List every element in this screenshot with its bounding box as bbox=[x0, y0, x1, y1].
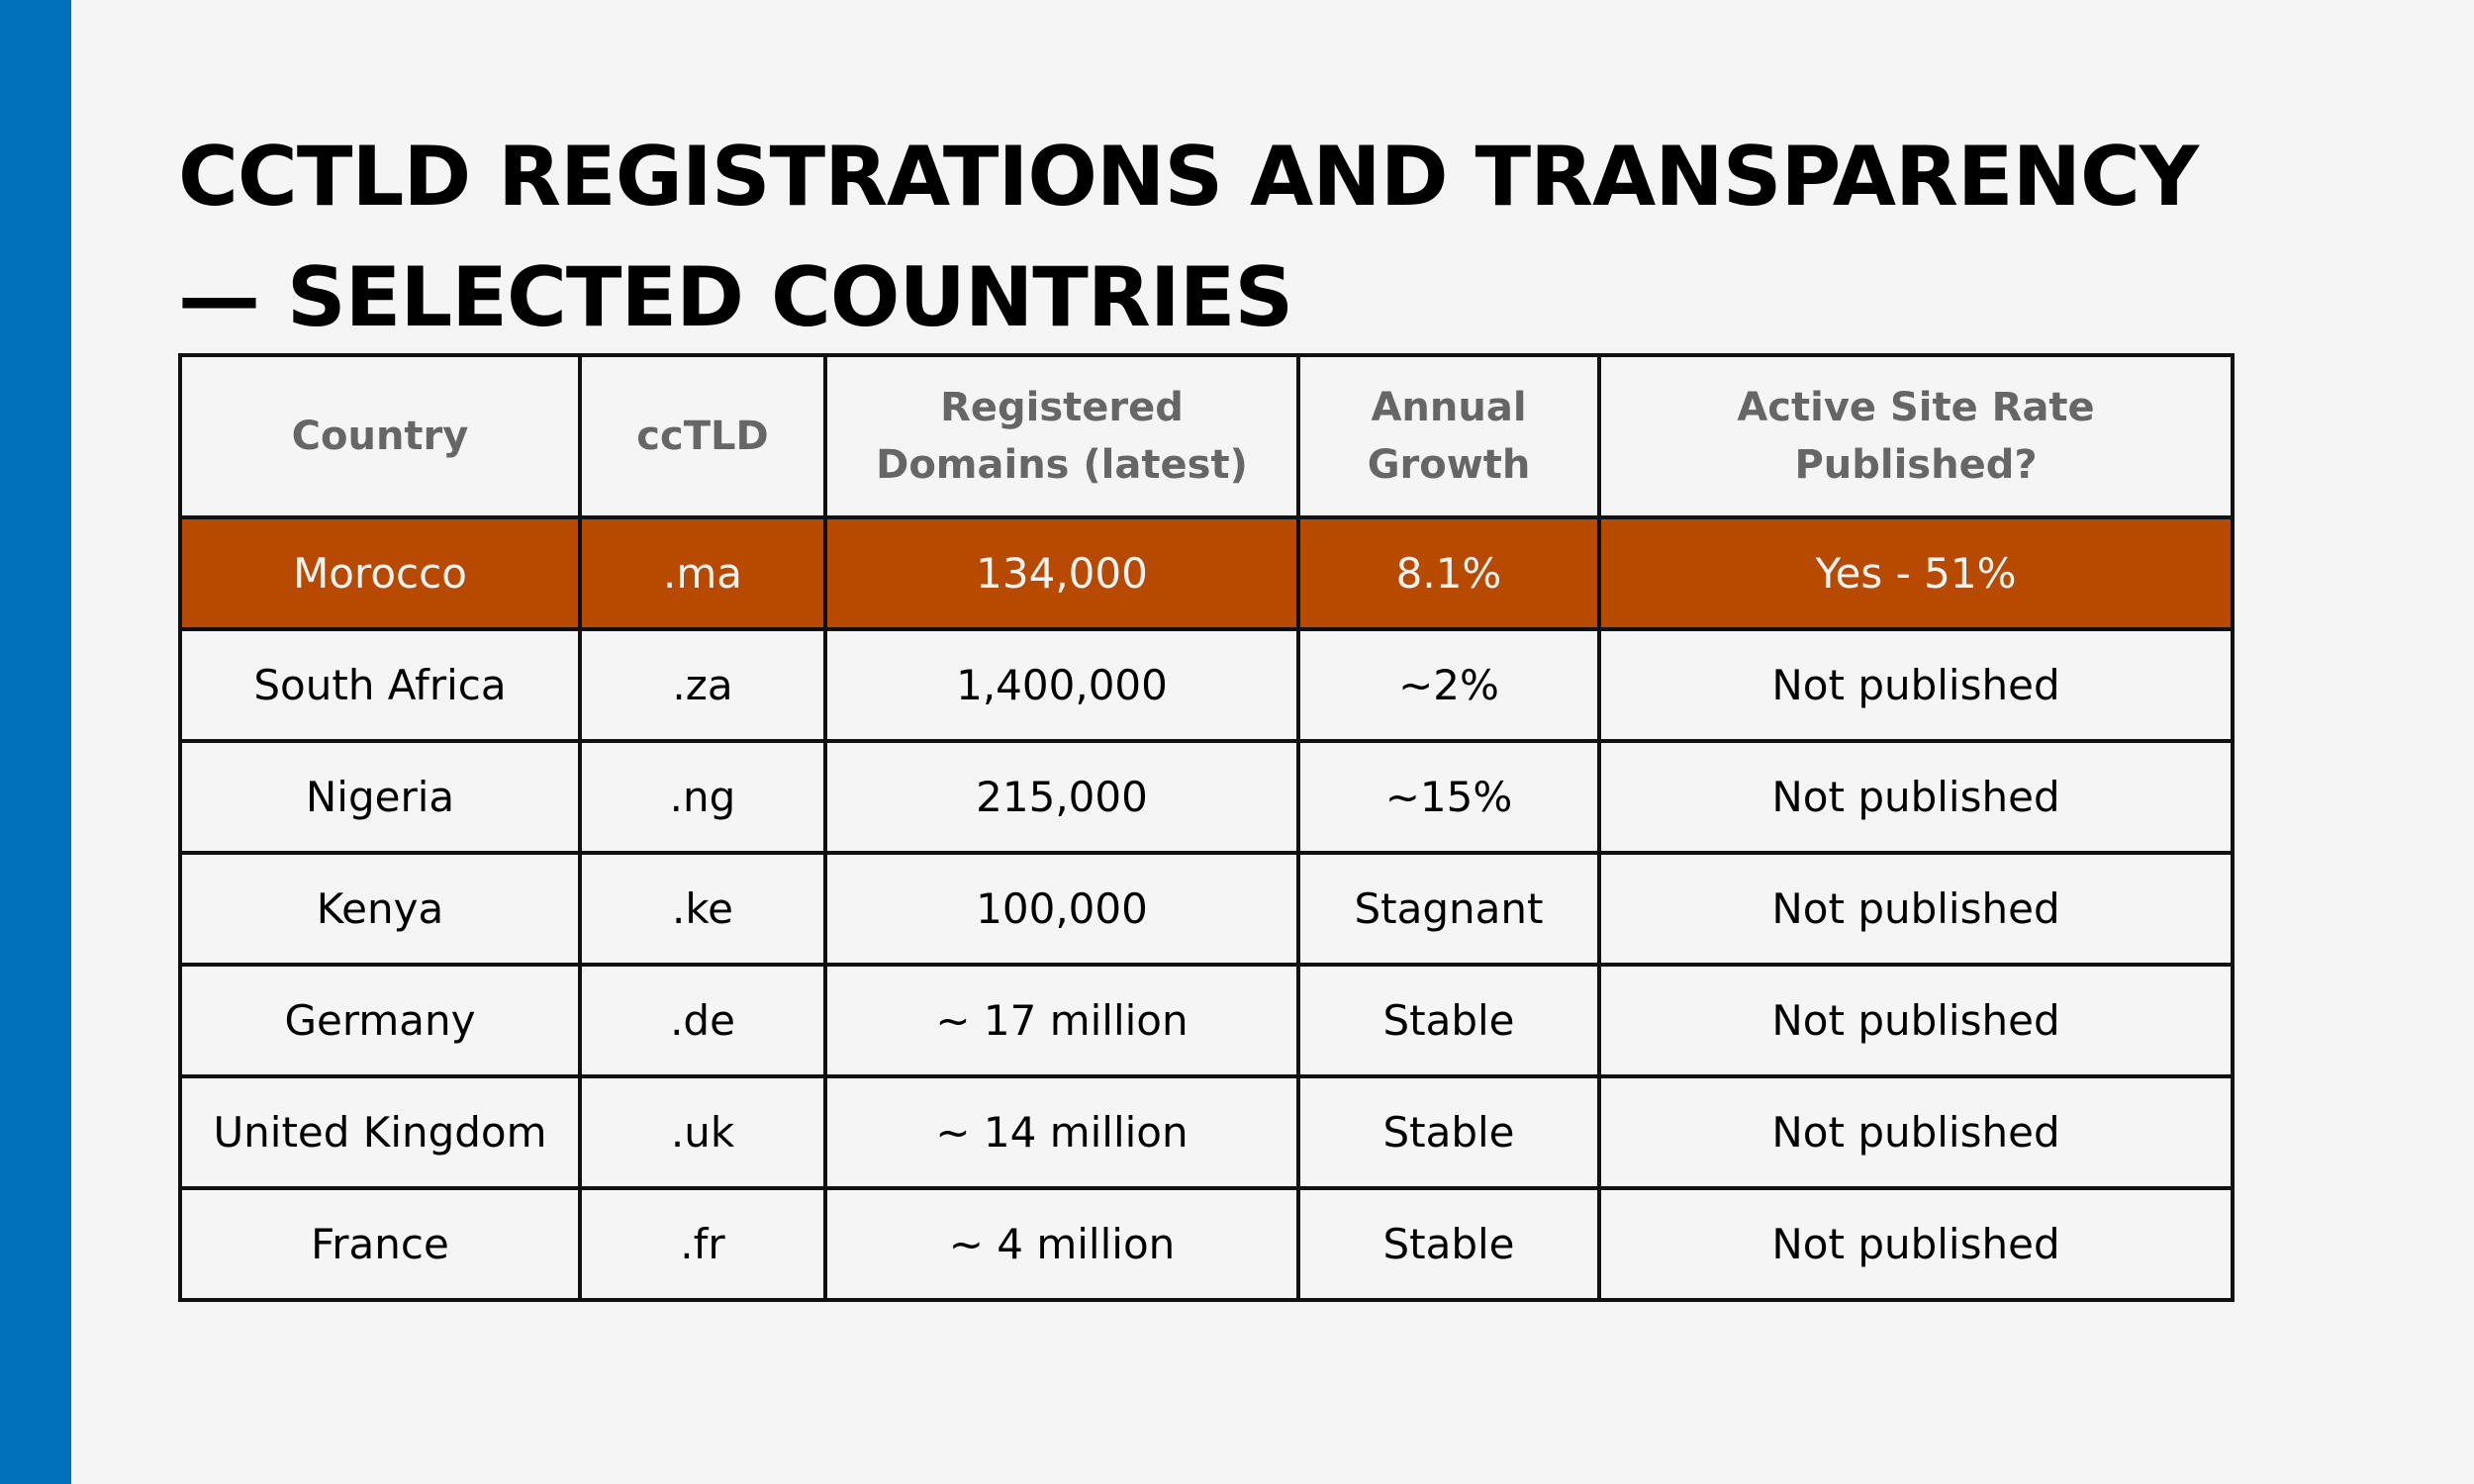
cell-annual-growth: ~15% bbox=[1296, 739, 1601, 855]
cell-registered-domains: ~ 4 million bbox=[823, 1186, 1300, 1302]
cell-country: Kenya bbox=[178, 851, 582, 967]
cell-country: South Africa bbox=[178, 627, 582, 743]
cell-registered-domains: ~ 14 million bbox=[823, 1074, 1300, 1190]
table-row: Nigeria .ng 215,000 ~15% Not published bbox=[178, 739, 2235, 855]
cell-annual-growth: 8.1% bbox=[1296, 515, 1601, 631]
cell-cctld: .uk bbox=[578, 1074, 827, 1190]
cell-active-site-rate: Not published bbox=[1597, 1074, 2235, 1190]
table-header-row: Country ccTLD Registered Domains (latest… bbox=[178, 353, 2235, 519]
header-cctld: ccTLD bbox=[578, 353, 827, 519]
cell-country: France bbox=[178, 1186, 582, 1302]
cell-country: United Kingdom bbox=[178, 1074, 582, 1190]
table-row: Germany .de ~ 17 million Stable Not publ… bbox=[178, 963, 2235, 1078]
header-active-site-rate: Active Site Rate Published? bbox=[1597, 353, 2235, 519]
cell-registered-domains: ~ 17 million bbox=[823, 963, 1300, 1078]
cell-annual-growth: ~2% bbox=[1296, 627, 1601, 743]
cell-cctld: .de bbox=[578, 963, 827, 1078]
cell-cctld: .ng bbox=[578, 739, 827, 855]
table-row: South Africa .za 1,400,000 ~2% Not publi… bbox=[178, 627, 2235, 743]
table-row: France .fr ~ 4 million Stable Not publis… bbox=[178, 1186, 2235, 1302]
cell-country: Nigeria bbox=[178, 739, 582, 855]
cctld-table: Country ccTLD Registered Domains (latest… bbox=[178, 353, 2235, 1302]
cell-cctld: .ke bbox=[578, 851, 827, 967]
cell-active-site-rate: Yes - 51% bbox=[1597, 515, 2235, 631]
page-title: ccTLD REGISTRATIONS AND TRANSPARENCY — S… bbox=[178, 129, 2199, 345]
cell-cctld: .ma bbox=[578, 515, 827, 631]
header-annual-growth: Annual Growth bbox=[1296, 353, 1601, 519]
cell-annual-growth: Stable bbox=[1296, 1074, 1601, 1190]
cell-active-site-rate: Not published bbox=[1597, 1186, 2235, 1302]
table-row-highlighted: Morocco .ma 134,000 8.1% Yes - 51% bbox=[178, 515, 2235, 631]
cell-registered-domains: 1,400,000 bbox=[823, 627, 1300, 743]
cell-active-site-rate: Not published bbox=[1597, 627, 2235, 743]
cell-registered-domains: 100,000 bbox=[823, 851, 1300, 967]
cell-active-site-rate: Not published bbox=[1597, 851, 2235, 967]
cell-annual-growth: Stable bbox=[1296, 1186, 1601, 1302]
cell-cctld: .za bbox=[578, 627, 827, 743]
cell-registered-domains: 134,000 bbox=[823, 515, 1300, 631]
cell-cctld: .fr bbox=[578, 1186, 827, 1302]
table-row: United Kingdom .uk ~ 14 million Stable N… bbox=[178, 1074, 2235, 1190]
table-row: Kenya .ke 100,000 Stagnant Not published bbox=[178, 851, 2235, 967]
cell-registered-domains: 215,000 bbox=[823, 739, 1300, 855]
cell-active-site-rate: Not published bbox=[1597, 963, 2235, 1078]
accent-side-bar bbox=[0, 0, 71, 1484]
cell-annual-growth: Stable bbox=[1296, 963, 1601, 1078]
cell-country: Germany bbox=[178, 963, 582, 1078]
header-registered-domains: Registered Domains (latest) bbox=[823, 353, 1300, 519]
header-country: Country bbox=[178, 353, 582, 519]
cell-country: Morocco bbox=[178, 515, 582, 631]
cell-annual-growth: Stagnant bbox=[1296, 851, 1601, 967]
cell-active-site-rate: Not published bbox=[1597, 739, 2235, 855]
